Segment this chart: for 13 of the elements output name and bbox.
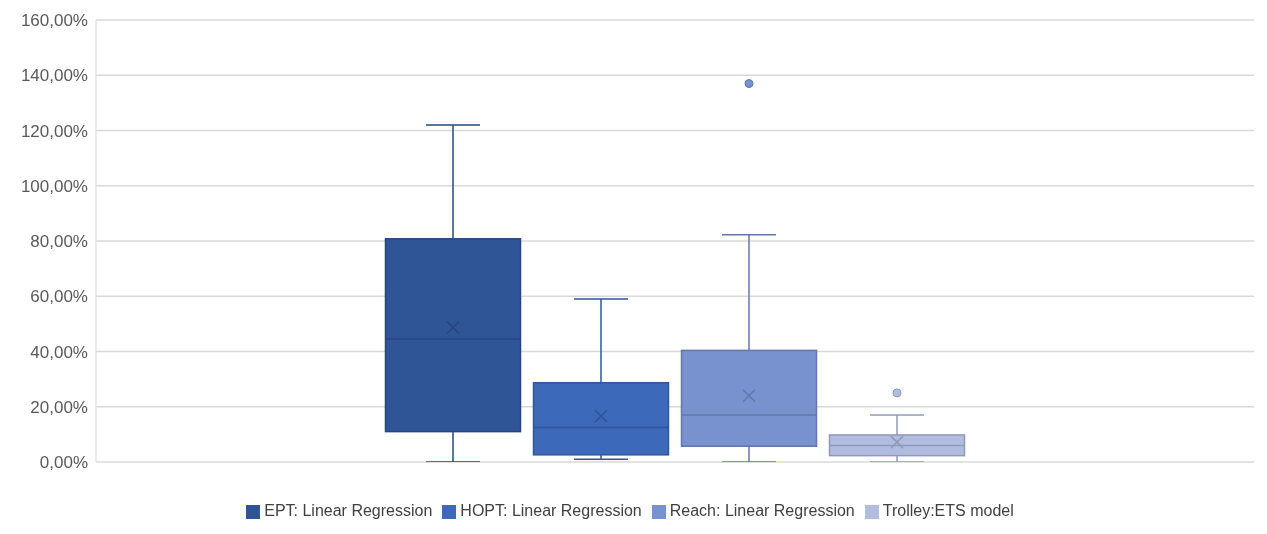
y-tick-label: 100,00% bbox=[20, 176, 88, 196]
legend-label: HOPT: Linear Regression bbox=[460, 502, 642, 519]
y-tick-label: 60,00% bbox=[30, 287, 88, 307]
y-tick-label: 80,00% bbox=[30, 232, 88, 252]
y-tick-label: 20,00% bbox=[30, 397, 88, 417]
y-tick-label: 140,00% bbox=[20, 66, 88, 86]
legend-label: Trolley:ETS model bbox=[882, 502, 1014, 519]
y-tick-label: 160,00% bbox=[20, 11, 88, 31]
y-tick-label: 40,00% bbox=[30, 342, 88, 362]
legend-label: Reach: Linear Regression bbox=[669, 502, 855, 519]
y-tick-label: 120,00% bbox=[20, 121, 88, 141]
legend-label: EPT: Linear Regression bbox=[264, 502, 433, 519]
y-tick-label: 0,00% bbox=[39, 453, 88, 473]
